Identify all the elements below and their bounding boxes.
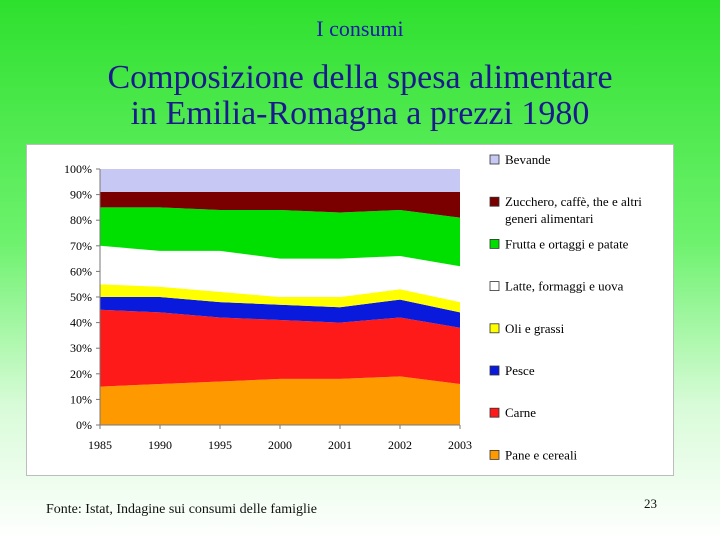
x-tick-label-1: 1990 (148, 438, 172, 452)
x-tick-label-4: 2001 (328, 438, 352, 452)
area-series-0 (100, 376, 460, 425)
y-tick-label-6: 60% (70, 264, 92, 278)
source-note: Fonte: Istat, Indagine sui consumi delle… (46, 502, 317, 517)
legend-label-3: Oli e grassi (505, 321, 565, 336)
x-tick-label-5: 2002 (388, 438, 412, 452)
area-series-5 (100, 207, 460, 267)
area-series-2 (100, 297, 460, 328)
x-tick-label-0: 1985 (88, 438, 112, 452)
y-tick-label-2: 20% (70, 367, 92, 381)
legend-swatch-1 (489, 407, 500, 418)
y-tick-label-8: 80% (70, 213, 92, 227)
legend-swatch-3 (489, 323, 500, 334)
legend-swatch-0 (489, 449, 500, 460)
x-tick-label-3: 2000 (268, 438, 292, 452)
chart-panel: 0% 10% 20% 30% 40% 50% 60% 70% 80% 90% 100% 1985 199… (26, 144, 674, 476)
legend-label-0: Pane e cereali (505, 447, 578, 462)
area-series-6 (100, 192, 460, 218)
legend-label-7: Bevande (505, 152, 551, 167)
legend-label-2: Pesce (505, 363, 535, 378)
slide-title-line-1: Composizione della spesa alimentare (107, 59, 613, 96)
y-tick-label-10: 100% (64, 162, 92, 176)
page-number: 23 (644, 496, 657, 511)
slide-title: Composizione della spesa alimentare in E… (0, 60, 720, 132)
legend-swatch-6 (489, 196, 500, 207)
legend-label-5: Frutta e ortaggi e patate (505, 236, 629, 251)
legend-label-6: Zucchero, caffè, the e altri generi alime… (505, 194, 642, 226)
legend-swatch-5 (489, 239, 500, 249)
area-series-7 (100, 169, 460, 192)
y-tick-label-0: 0% (76, 418, 92, 432)
y-tick-label-1: 10% (70, 392, 92, 406)
y-tick-label-5: 50% (70, 290, 92, 304)
area-series-3 (100, 284, 460, 313)
slide-title-line-2: in Emilia-Romagna a prezzi 1980 (130, 95, 590, 132)
stacked-area-chart: 0% 10% 20% 30% 40% 50% 60% 70% 80% 90% 100% 1985 199… (64, 152, 642, 462)
area-series-4 (100, 245, 460, 303)
y-tick-label-7: 70% (70, 239, 92, 253)
area-series-1 (100, 309, 460, 387)
legend-swatch-7 (489, 154, 500, 165)
legend-swatch-4 (489, 281, 500, 292)
y-tick-label-4: 40% (70, 316, 92, 330)
legend-label-4: Latte, formaggi e uova (505, 279, 624, 294)
y-tick-label-9: 90% (70, 188, 92, 202)
x-tick-label-2: 1995 (208, 438, 232, 452)
section-header: I consumi (316, 16, 404, 41)
y-tick-label-3: 30% (70, 341, 92, 355)
legend-swatch-2 (489, 365, 500, 376)
legend-label-1: Carne (505, 405, 536, 420)
x-tick-label-6: 2003 (448, 438, 472, 452)
